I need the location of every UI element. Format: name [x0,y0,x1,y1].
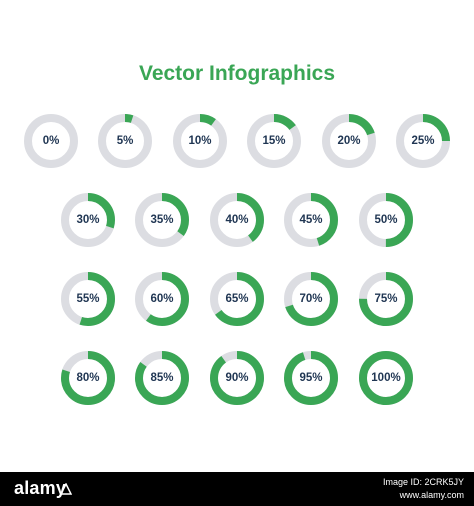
ring-graphic [322,114,376,168]
ring-graphic [61,351,115,405]
progress-ring: 65% [209,271,265,327]
ring-percent-label: 50% [374,214,398,226]
ring-percent-label: 45% [299,214,323,226]
ring-progress-arc [135,193,189,247]
progress-ring: 25% [395,113,451,169]
ring-progress-arc [359,351,413,405]
ring-progress-arc [61,272,115,326]
ring-progress-arc [210,272,264,326]
ring-graphic [210,351,264,405]
ring-percent-label: 95% [299,372,323,384]
ring-graphic [135,351,189,405]
progress-ring: 50% [358,192,414,248]
alamy-a-icon [59,482,73,495]
ring-graphic [173,114,227,168]
ring-graphic [61,272,115,326]
ring-progress-arc [135,272,189,326]
ring-progress-arc [173,114,227,168]
ring-graphic [284,351,338,405]
ring-percent-label: 0% [42,135,60,147]
ring-graphic [135,193,189,247]
ring-graphic [284,272,338,326]
ring-graphic [284,193,338,247]
ring-progress-arc [210,193,264,247]
ring-percent-label: 85% [150,372,174,384]
ring-graphic [135,272,189,326]
progress-ring: 40% [209,192,265,248]
progress-ring: 90% [209,350,265,406]
progress-ring: 45% [283,192,339,248]
ring-percent-label: 75% [374,293,398,305]
image-meta: Image ID: 2CRK5JY www.alamy.com [383,476,464,502]
progress-ring: 55% [60,271,116,327]
ring-percent-label: 25% [411,135,435,147]
ring-graphic [359,272,413,326]
image-id-text: Image ID: 2CRK5JY [382,477,464,487]
ring-graphic [210,193,264,247]
progress-ring: 0% [23,113,79,169]
ring-graphic [396,114,450,168]
ring-progress-arc [98,114,152,168]
footer-bar: alamy Image ID: 2CRK5JY www.alamy.com [0,472,474,506]
ring-progress-arc [210,351,264,405]
ring-progress-arc [396,114,450,168]
ring-progress-arc [61,193,115,247]
progress-ring: 75% [358,271,414,327]
ring-graphic [98,114,152,168]
ring-percent-label: 90% [225,372,249,384]
progress-ring: 70% [283,271,339,327]
ring-progress-arc [284,272,338,326]
ring-percent-label: 80% [76,372,100,384]
ring-graphic [247,114,301,168]
progress-ring: 10% [172,113,228,169]
progress-ring: 95% [283,350,339,406]
ring-percent-label: 30% [76,214,100,226]
progress-ring: 15% [246,113,302,169]
brand-logo: alamy [14,478,67,498]
progress-ring: 85% [134,350,190,406]
ring-progress-arc [284,351,338,405]
ring-percent-label: 35% [150,214,174,226]
site-url: www.alamy.com [399,490,464,500]
ring-progress-arc [359,193,413,247]
ring-percent-label: 15% [262,135,286,147]
ring-progress-arc [284,193,338,247]
ring-percent-label: 5% [116,135,134,147]
ring-graphic [359,351,413,405]
progress-ring: 80% [60,350,116,406]
progress-ring: 5% [97,113,153,169]
ring-percent-label: 70% [299,293,323,305]
ring-progress-arc [135,351,189,405]
infographic-canvas: Vector Infographics 0% 5% 10% 15% 20% 25% 30% 3… [23,62,451,406]
ring-graphic [210,272,264,326]
progress-ring: 30% [60,192,116,248]
ring-graphic [359,193,413,247]
ring-track [24,114,78,168]
ring-percent-label: 65% [225,293,249,305]
progress-ring: 100% [358,350,414,406]
ring-percent-label: 55% [76,293,100,305]
page-title: Vector Infographics [138,62,336,85]
ring-progress-arc [322,114,376,168]
ring-progress-arc [359,272,413,326]
progress-ring: 35% [134,192,190,248]
ring-percent-label: 10% [188,135,212,147]
progress-ring: 20% [321,113,377,169]
ring-progress-arc [247,114,301,168]
ring-percent-label: 40% [225,214,249,226]
progress-ring: 60% [134,271,190,327]
ring-percent-label: 100% [371,372,401,384]
ring-graphic [61,193,115,247]
ring-percent-label: 60% [150,293,174,305]
ring-percent-label: 20% [337,135,361,147]
ring-graphic [24,114,78,168]
ring-progress-arc [61,351,115,405]
